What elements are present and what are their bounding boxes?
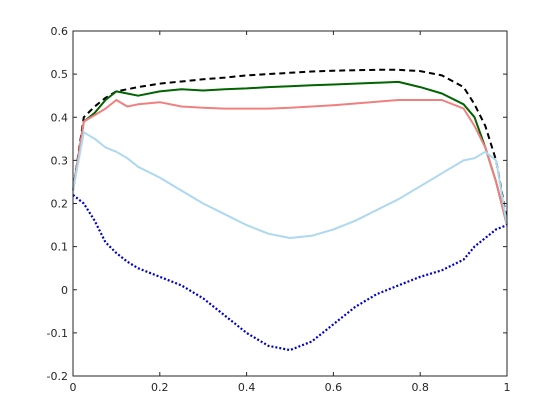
x-tick-label: 0.4 xyxy=(238,381,256,394)
y-tick-label: 0.4 xyxy=(51,111,69,124)
series-line-2 xyxy=(72,80,508,226)
x-tick-label: 0 xyxy=(70,381,77,394)
x-tick-label: 0.2 xyxy=(151,381,169,394)
y-tick-label: 0.2 xyxy=(51,198,69,211)
x-tick-label: 0.8 xyxy=(411,381,429,394)
series-line-5 xyxy=(72,194,508,352)
y-tick-label: 0.6 xyxy=(51,25,69,38)
x-tick-label: 1 xyxy=(504,381,511,394)
x-tick-label: 0.6 xyxy=(325,381,343,394)
y-tick-label: 0 xyxy=(61,284,68,297)
y-tick-label: -0.1 xyxy=(47,327,68,340)
axes-layer xyxy=(72,30,508,377)
y-tick-label: -0.2 xyxy=(47,370,68,383)
series-layer xyxy=(72,68,508,352)
series-line-3 xyxy=(72,99,508,226)
y-tick-label: 0.1 xyxy=(51,241,69,254)
tick-labels: 0 0.2 0.4 0.6 0.8 1 -0.2 -0.1 0 0.1 0.2 0.3 0.4 0.5 0.… xyxy=(47,25,511,394)
plot-area xyxy=(73,31,507,376)
y-tick-label: 0.5 xyxy=(51,68,69,81)
series-line-4 xyxy=(72,131,508,239)
y-tick-label: 0.3 xyxy=(51,154,69,167)
